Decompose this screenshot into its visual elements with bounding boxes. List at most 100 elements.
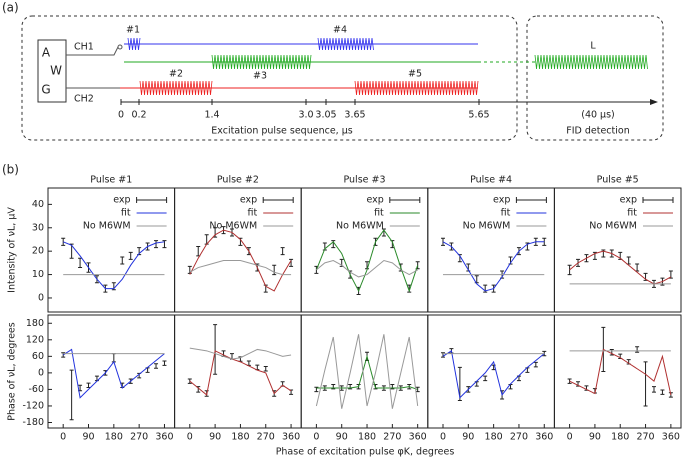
x-tick-label: 270 (383, 432, 401, 443)
plot-frame (427, 314, 555, 429)
ch1-switch (117, 44, 123, 50)
x-tick-label: 0 (187, 432, 193, 443)
error-bar (196, 245, 201, 257)
sequence-box (21, 15, 518, 141)
chart-title: Pulse #1 (90, 175, 132, 186)
legend-label: No M6WM (336, 221, 384, 232)
error-bar (533, 361, 538, 368)
x-tick-label: 0 (567, 432, 573, 443)
error-bar (154, 363, 159, 369)
legend-label: exp (620, 195, 637, 206)
series-line (189, 229, 292, 292)
error-bar (643, 361, 648, 407)
x-tick-label: 180 (105, 432, 123, 443)
plot-frame (553, 187, 682, 313)
error-bar (162, 360, 167, 366)
ch1-wire (66, 46, 119, 56)
legend-swatch (262, 197, 294, 203)
error-bar (660, 389, 665, 395)
fid-box (526, 15, 664, 141)
pulse-burst (534, 54, 648, 70)
plot-frame (427, 187, 555, 313)
y-tick-label: 0 (38, 367, 44, 378)
error-bar (213, 324, 218, 375)
chart-title: Pulse #4 (470, 175, 512, 186)
plot-frame (553, 314, 682, 429)
error-bar (86, 382, 91, 388)
awg-letter: W (50, 64, 62, 78)
legend-label: exp (366, 195, 383, 206)
error-bar (154, 240, 159, 249)
time-label: 1.4 (204, 110, 219, 121)
error-bar (78, 257, 83, 269)
x-tick-label: 180 (485, 432, 503, 443)
error-bar (651, 386, 656, 393)
error-bar (263, 366, 268, 372)
x-tick-label: 180 (358, 432, 376, 443)
pulse-label: #3 (253, 71, 267, 82)
x-tick-label: 270 (257, 432, 275, 443)
y-tick-label: 30 (32, 222, 44, 233)
pulse-label: #2 (169, 69, 183, 80)
x-tick-label: 180 (611, 432, 629, 443)
x-tick-label: 90 (209, 432, 221, 443)
channel-label: CH2 (74, 94, 94, 105)
series-line (442, 241, 545, 292)
series-line (315, 229, 419, 293)
legend-swatch (389, 197, 421, 203)
error-bar (69, 369, 74, 421)
legend-label: fit (374, 208, 384, 219)
pulse-burst (317, 37, 374, 51)
error-bar (187, 378, 192, 384)
time-label: 5.65 (468, 110, 489, 121)
x-tick-label: 0 (60, 432, 66, 443)
error-bar (440, 237, 445, 246)
legend-swatch (136, 197, 168, 203)
y-tick-label: 40 (32, 199, 44, 210)
legend-label: exp (240, 195, 257, 206)
x-tick-label: 90 (462, 432, 474, 443)
x-tick-label: 90 (589, 432, 601, 443)
pulse-label: #4 (333, 25, 347, 36)
error-bar (626, 256, 631, 265)
x-tick-label: 270 (130, 432, 148, 443)
legend-label: exp (113, 195, 130, 206)
pulse-burst (354, 80, 479, 96)
y-axis-label: Intensity of νL, μV (7, 207, 18, 293)
series-line (63, 241, 165, 290)
series-line (189, 350, 292, 396)
legend-swatch (515, 197, 547, 203)
legend-label: fit (121, 208, 131, 219)
x-tick-label: 360 (535, 432, 553, 443)
plot-frame (47, 314, 176, 429)
error-bar (635, 346, 640, 353)
fid-pulse-label: L (590, 41, 596, 52)
error-bar (280, 247, 285, 256)
x-tick-label: 90 (336, 432, 348, 443)
series-line (315, 334, 419, 409)
error-bar (635, 263, 640, 272)
pulse-label: #1 (126, 25, 140, 36)
error-bar (567, 264, 572, 276)
x-tick-label: 0 (440, 432, 446, 443)
y-tick-label: 180 (26, 318, 44, 329)
pulse-burst (211, 54, 312, 70)
awg-letter: A (42, 46, 51, 60)
time-label: 3.0 (298, 110, 313, 121)
awg-box (37, 39, 67, 103)
panel-label: (b) (2, 163, 19, 177)
error-bar (213, 227, 218, 238)
y-tick-label: 120 (26, 334, 44, 345)
fid-time: (40 μs) (581, 110, 615, 121)
pulse-label: #5 (408, 69, 422, 80)
x-tick-label: 90 (82, 432, 94, 443)
legend-label: No M6WM (209, 221, 257, 232)
y-tick-label: 60 (32, 351, 44, 362)
y-tick-label: 0 (38, 292, 44, 303)
error-bar (69, 243, 74, 259)
legend-label: fit (247, 208, 257, 219)
legend-label: fit (627, 208, 637, 219)
legend-label: fit (501, 208, 511, 219)
legend-label: No M6WM (463, 221, 511, 232)
pulse-burst (127, 37, 141, 51)
